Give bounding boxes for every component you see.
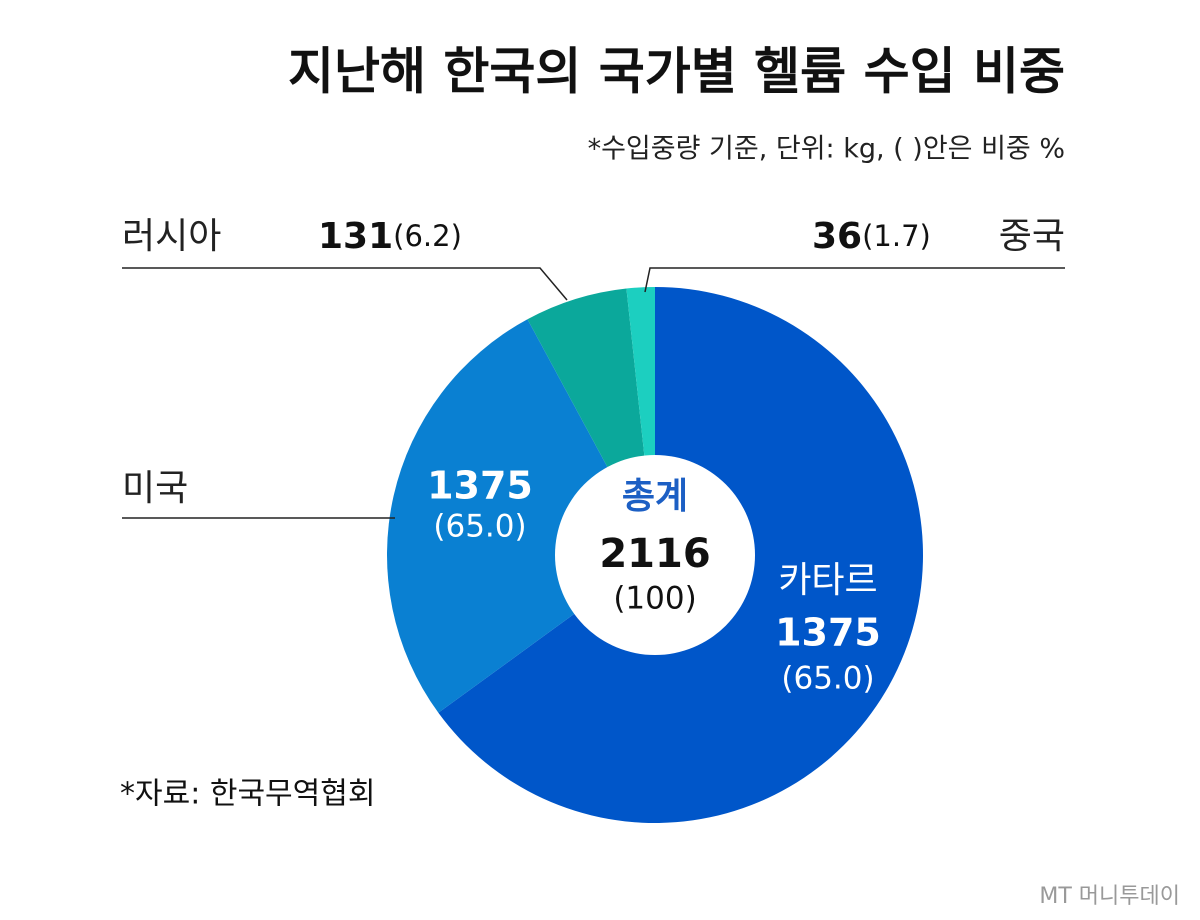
- share-label: (1.7): [862, 219, 931, 253]
- leader-line: [122, 267, 568, 301]
- amount-label: 131: [318, 216, 393, 257]
- chart-title: 지난해 한국의 국가별 헬륨 수입 비중: [288, 43, 1065, 101]
- category-label: 미국: [122, 468, 188, 509]
- value-label: 36(1.7): [812, 216, 931, 257]
- source: *자료: 한국무역협회: [120, 777, 375, 812]
- leader-line: [644, 267, 1065, 293]
- category-label: 중국: [999, 216, 1065, 257]
- amount-label: 1375: [775, 611, 881, 655]
- center-total: 2116: [599, 531, 710, 577]
- share-label: (6.2): [393, 219, 462, 253]
- value-label: 131(6.2): [318, 216, 462, 257]
- slice: [387, 319, 655, 713]
- amount-label: 36: [812, 216, 862, 257]
- category-label: 러시아: [122, 216, 221, 257]
- center-label: 총계: [622, 476, 688, 517]
- brand: MT 머니투데이: [1039, 884, 1180, 909]
- share-label: (65.0): [433, 509, 526, 545]
- share-label: (65.0): [781, 661, 874, 697]
- category-label: 카타르: [778, 560, 877, 601]
- center-share: (100): [613, 581, 696, 617]
- amount-label: 1375: [427, 464, 533, 508]
- chart-subtitle: *수입중량 기준, 단위: kg, ( )안은 비중 %: [588, 134, 1065, 165]
- donut-hole: [555, 455, 755, 655]
